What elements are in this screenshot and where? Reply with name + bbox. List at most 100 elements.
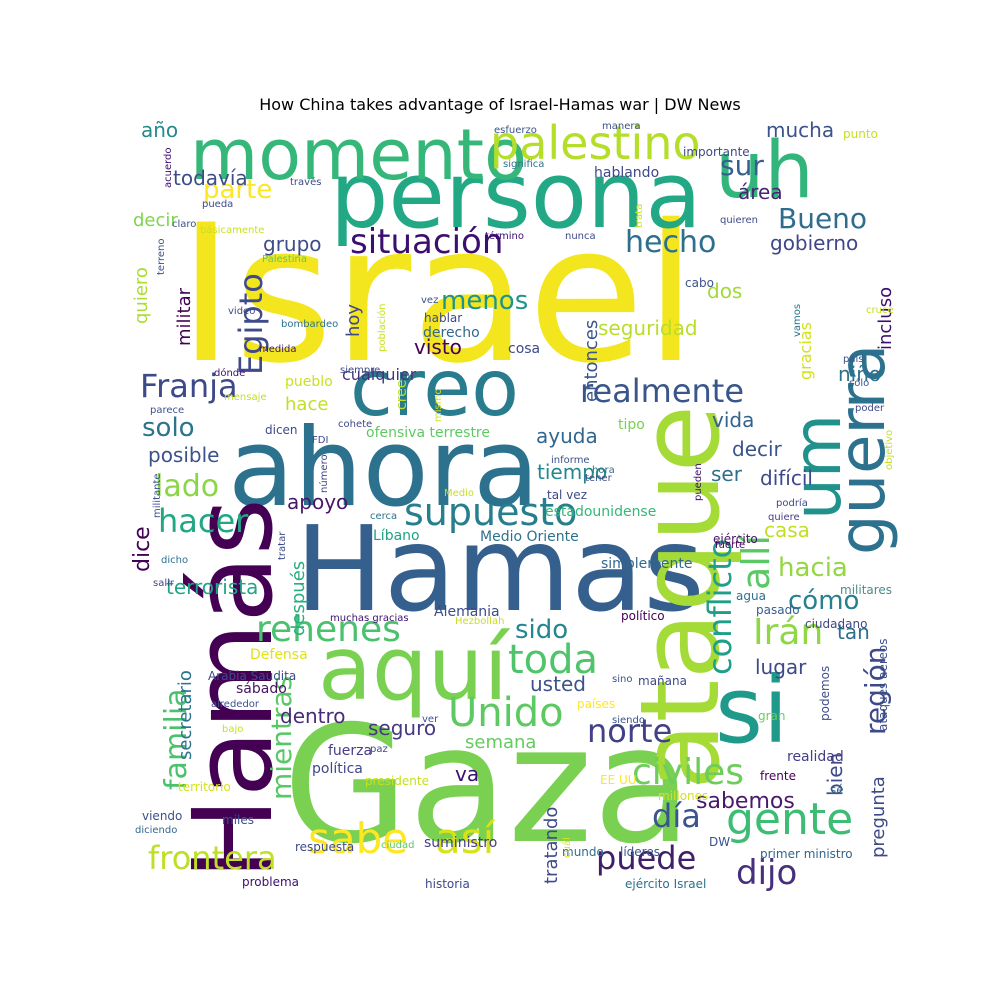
word-salir: salir bbox=[153, 578, 175, 589]
word-franja: Franja bbox=[140, 367, 238, 405]
word-va: va bbox=[455, 762, 480, 786]
word-realidad: realidad bbox=[787, 749, 844, 765]
word-bajo: bajo bbox=[222, 724, 244, 735]
word-cabo: cabo bbox=[685, 276, 714, 290]
word-norte: norte bbox=[587, 712, 673, 750]
word-tal-vez: tal vez bbox=[547, 488, 587, 502]
word-manera: manera bbox=[602, 121, 641, 132]
word-uh: uh bbox=[715, 126, 814, 216]
word-suministro: suministro bbox=[424, 835, 498, 851]
word-cual: cuál bbox=[562, 837, 573, 858]
word-historia: historia bbox=[425, 877, 470, 891]
word-cerca: cerca bbox=[370, 511, 398, 522]
word-sido: sido bbox=[515, 615, 569, 645]
word-tratando: tratando bbox=[541, 806, 562, 884]
word-traves: través bbox=[290, 177, 322, 188]
word-tiempo: tiempo bbox=[537, 460, 608, 484]
word-frente: frente bbox=[760, 769, 796, 783]
word-decir: decir bbox=[732, 437, 782, 461]
word-nunca: nunca bbox=[565, 231, 596, 242]
word-iran: Irán bbox=[753, 612, 824, 653]
word-posible: posible bbox=[148, 443, 220, 467]
word-aqui: aquí bbox=[318, 617, 509, 720]
word-mismo: mismo bbox=[433, 388, 444, 422]
word-siempre: siempre bbox=[340, 365, 381, 376]
word-quiere: quiere bbox=[768, 512, 800, 523]
word-gente: gente bbox=[726, 794, 854, 845]
word-parte: parte bbox=[203, 175, 273, 205]
word-pregunta: pregunta bbox=[868, 776, 889, 858]
word-decir: decir bbox=[133, 210, 178, 231]
word-lado: lado bbox=[155, 469, 220, 504]
word-manana: mañana bbox=[638, 674, 687, 688]
word-arabia-saudita: Arabia Saudita bbox=[208, 669, 297, 683]
word-hoy: hoy bbox=[343, 303, 364, 337]
word-mundo: mundo bbox=[562, 845, 604, 859]
word-hablar: hablar bbox=[424, 311, 463, 325]
word-palestino: palestino bbox=[490, 116, 701, 170]
word-hamas: Hamas bbox=[295, 500, 705, 638]
word-hablando: hablando bbox=[594, 165, 660, 181]
word-derecho: derecho bbox=[423, 325, 480, 341]
word-paz: paz bbox=[370, 744, 388, 755]
word-visto: visto bbox=[414, 335, 462, 359]
word-dw: DW bbox=[709, 835, 731, 849]
word-politico: político bbox=[621, 609, 665, 623]
word-presidente: presidente bbox=[365, 774, 429, 788]
word-ayuda: ayuda bbox=[536, 424, 598, 448]
word-hecho: hecho bbox=[625, 225, 717, 260]
word-podemos: podemos bbox=[818, 665, 832, 721]
word-ciudad: ciudad bbox=[381, 840, 415, 851]
word-poblacion: población bbox=[377, 303, 388, 352]
word-millones: millones bbox=[658, 789, 709, 803]
word-si: si bbox=[715, 657, 789, 764]
word-hora: hora bbox=[592, 465, 615, 476]
word-quieren: quieren bbox=[720, 215, 758, 226]
word-parece: parece bbox=[150, 405, 185, 416]
word-gobierno: gobierno bbox=[770, 231, 859, 255]
word-usted: usted bbox=[530, 672, 586, 696]
word-militante: militante bbox=[152, 473, 163, 518]
word-quiero: quiero bbox=[131, 267, 152, 324]
word-significa: significa bbox=[503, 159, 545, 170]
word-dos: dos bbox=[707, 279, 743, 303]
word-ejercito: ejército bbox=[713, 532, 758, 546]
word-esfuerzo: esfuerzo bbox=[494, 125, 537, 136]
word-palestina: Palestina bbox=[262, 254, 308, 265]
word-dicho: dicho bbox=[161, 555, 189, 566]
word-egipto: Egipto bbox=[232, 273, 270, 375]
word-hacia: hacia bbox=[778, 553, 848, 583]
word-numero: número bbox=[319, 454, 330, 493]
word-apoyo: apoyo bbox=[287, 490, 349, 514]
word-incluso: incluso bbox=[875, 286, 896, 350]
word-sabe: sabe bbox=[308, 814, 409, 863]
word-militares: militares bbox=[840, 583, 893, 597]
word-ser: ser bbox=[711, 462, 742, 486]
word-persona: persona bbox=[330, 142, 702, 249]
word-situacion: situación bbox=[350, 222, 504, 262]
word-cruce: cruce bbox=[866, 305, 894, 316]
word-conflicto: conflicto bbox=[701, 538, 739, 675]
word-cohete: cohete bbox=[338, 419, 373, 430]
word-pueden: pueden bbox=[693, 463, 704, 501]
word-medio-oriente: Medio Oriente bbox=[480, 529, 579, 545]
word-primer-ministro: primer ministro bbox=[760, 847, 853, 861]
word-acuerdo: acuerdo bbox=[163, 147, 174, 188]
word-dice: dice bbox=[130, 526, 155, 572]
word-gran: gran bbox=[758, 709, 786, 723]
word-asi: así bbox=[435, 814, 495, 863]
word-grupo: grupo bbox=[263, 232, 322, 256]
word-solo: solo bbox=[142, 413, 195, 443]
word-ciudadano: ciudadano bbox=[805, 617, 868, 631]
word-problema: problema bbox=[242, 875, 300, 889]
word-puede: puede bbox=[596, 839, 697, 877]
word-pueblo: pueblo bbox=[285, 374, 333, 390]
word-bombardeo: bombardeo bbox=[281, 319, 339, 330]
word-fuerte: fuerte bbox=[715, 540, 746, 551]
word-ofensiva-terrestre: ofensiva terrestre bbox=[366, 425, 490, 441]
word-cosa: cosa bbox=[508, 341, 541, 357]
word-lugar: lugar bbox=[755, 655, 807, 679]
word-punto: punto bbox=[843, 127, 878, 141]
word-vida: vida bbox=[712, 408, 755, 432]
